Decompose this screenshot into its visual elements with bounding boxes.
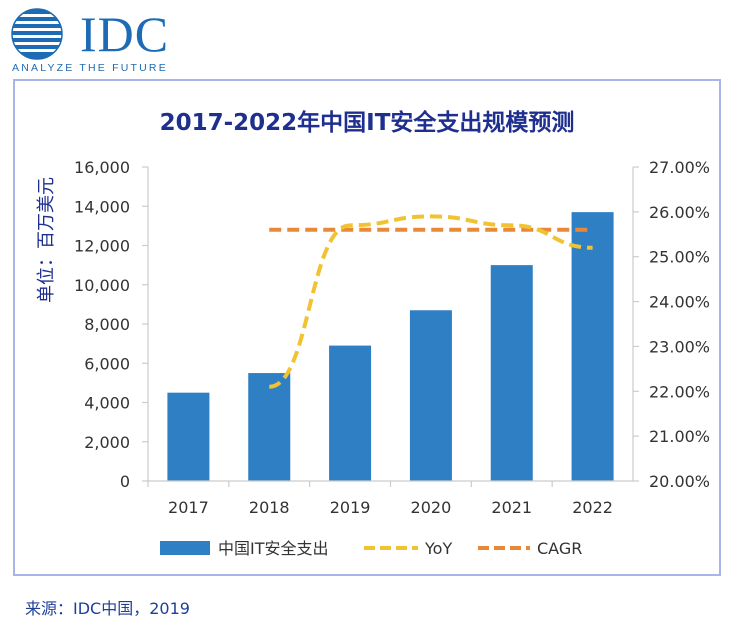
y-tick-label: 10,000 bbox=[74, 276, 130, 295]
x-tick-label: 2018 bbox=[249, 498, 290, 517]
bar-series bbox=[167, 212, 614, 481]
idc-logo: IDC ANALYZE THE FUTURE bbox=[10, 6, 180, 76]
yoy-line bbox=[268, 214, 593, 389]
x-tick-label: 2020 bbox=[411, 498, 452, 517]
x-tick-label: 2017 bbox=[168, 498, 209, 517]
y-axis-label: 单位：百万美元 bbox=[36, 177, 57, 303]
brand-tagline: ANALYZE THE FUTURE bbox=[12, 62, 168, 74]
globe-icon bbox=[11, 8, 63, 60]
source-note: 来源：IDC中国，2019 bbox=[25, 599, 190, 618]
bar-2017 bbox=[167, 392, 210, 481]
legend-label-yoy: YoY bbox=[424, 539, 452, 558]
y2-tick-label: 27.00% bbox=[649, 158, 710, 177]
y2-tick-label: 24.00% bbox=[649, 293, 710, 312]
y-tick-label: 6,000 bbox=[84, 354, 130, 373]
line-series bbox=[268, 214, 593, 389]
bar-2018 bbox=[248, 373, 291, 481]
chart-title: 2017-2022年中国IT安全支出规模预测 bbox=[160, 109, 575, 136]
y-tick-label: 14,000 bbox=[74, 197, 130, 216]
y-tick-label: 2,000 bbox=[84, 433, 130, 452]
y-tick-label: 12,000 bbox=[74, 237, 130, 256]
legend: 中国IT安全支出 YoY CAGR bbox=[160, 539, 582, 558]
legend-swatch-bar bbox=[160, 541, 210, 555]
y-tick-label: 16,000 bbox=[74, 158, 130, 177]
x-tick-label: 2019 bbox=[330, 498, 371, 517]
y2-tick-label: 22.00% bbox=[649, 382, 710, 401]
y-tick-label: 4,000 bbox=[84, 394, 130, 413]
bar-2022 bbox=[571, 212, 614, 481]
y2-tick-label: 25.00% bbox=[649, 248, 710, 267]
y-tick-label: 8,000 bbox=[84, 315, 130, 334]
bar-2020 bbox=[409, 310, 452, 481]
x-tick-label: 2021 bbox=[491, 498, 532, 517]
bar-2021 bbox=[490, 265, 533, 481]
y2-tick-label: 26.00% bbox=[649, 203, 710, 222]
bar-2019 bbox=[329, 345, 372, 481]
x-tick-label: 2022 bbox=[572, 498, 613, 517]
legend-label-cagr: CAGR bbox=[537, 539, 582, 558]
legend-label-bar: 中国IT安全支出 bbox=[218, 539, 329, 558]
y2-tick-label: 21.00% bbox=[649, 427, 710, 446]
brand-name: IDC bbox=[80, 6, 170, 62]
axes: 0 2,000 4,000 6,000 8,000 10,000 12,000 14,000 1… bbox=[74, 158, 710, 517]
y2-tick-label: 23.00% bbox=[649, 337, 710, 356]
y2-tick-label: 20.00% bbox=[649, 472, 710, 491]
y-tick-label: 0 bbox=[120, 472, 130, 491]
